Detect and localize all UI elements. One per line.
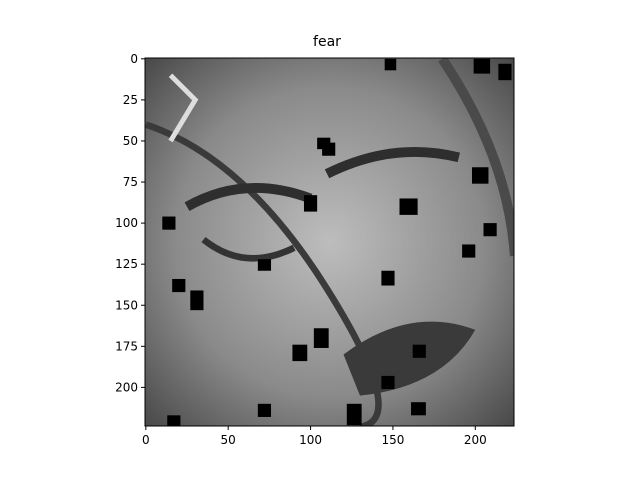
- y-tick-label: 125: [115, 257, 138, 271]
- image: [145, 58, 514, 426]
- axes-frame: [144, 57, 515, 427]
- x-tick-label: 150: [381, 433, 404, 447]
- y-tick-label: 100: [115, 216, 138, 230]
- y-tick-label: 175: [115, 339, 138, 353]
- y-tick-label: 150: [115, 298, 138, 312]
- y-tick-label: 0: [130, 52, 138, 66]
- y-tick-label: 75: [123, 175, 138, 189]
- x-tick-label: 100: [299, 433, 322, 447]
- y-tick-label: 25: [123, 93, 138, 107]
- chart-title: fear: [313, 34, 341, 50]
- x-tick-label: 50: [221, 433, 236, 447]
- x-tick-label: 200: [464, 433, 487, 447]
- x-tick-label: 0: [142, 433, 150, 447]
- y-tick-label: 200: [115, 380, 138, 394]
- y-tick-label: 50: [123, 134, 138, 148]
